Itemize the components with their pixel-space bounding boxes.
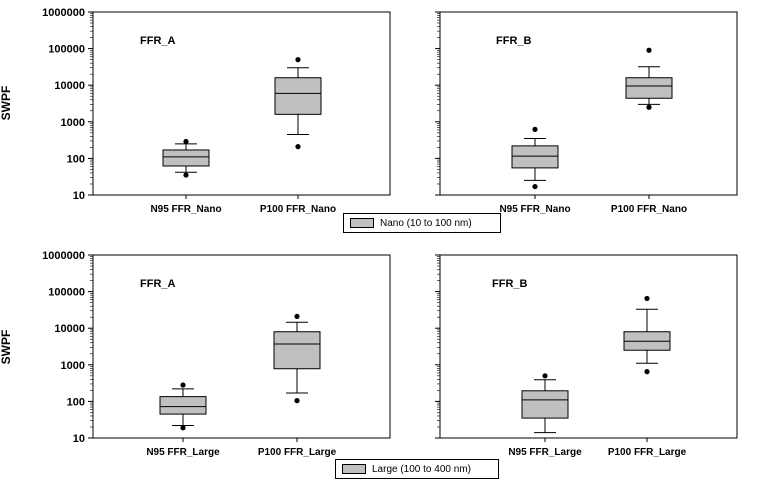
outlier-point	[644, 369, 650, 375]
outlier-point	[294, 398, 300, 404]
iqr-box	[625, 77, 673, 99]
panel-1: 10 100 1000 10000 100000 1000000 FFR_A SWPF N95 …	[0, 7, 391, 215]
outlier-point	[644, 295, 650, 302]
y-tick-label: 100000	[48, 287, 85, 299]
y-tick-label: 10	[73, 433, 85, 445]
panel-title: FFR_A	[140, 278, 176, 290]
legend-swatch-nano	[350, 218, 374, 228]
x-tick-label: P100 FFR_Nano	[260, 204, 336, 215]
box-2	[274, 57, 322, 150]
outlier-point	[532, 183, 538, 190]
legend-swatch-large	[342, 464, 366, 474]
outlier-point	[295, 144, 301, 150]
y-tick-label: 10000	[54, 323, 85, 335]
y-axis-label: SWPF	[0, 86, 13, 121]
x-tick-label: N95 FFR_Large	[146, 447, 220, 458]
legend-nano: Nano (10 to 100 nm)	[343, 213, 501, 233]
x-tick-label: P100 FFR_Large	[258, 447, 337, 458]
y-tick-label: 10	[73, 190, 85, 202]
box-1	[511, 126, 559, 190]
legend-label-large: Large (100 to 400 nm)	[372, 463, 471, 475]
y-axis-label: SWPF	[0, 330, 13, 365]
outlier-point	[532, 126, 538, 132]
x-tick-label: N95 FFR_Nano	[499, 204, 570, 215]
legend-label-nano: Nano (10 to 100 nm)	[380, 217, 472, 229]
panel-title: FFR_A	[140, 35, 176, 47]
plot-frame	[92, 11, 391, 196]
panel-3: 10 100 1000 10000 100000 1000000 FFR_A SWPF N95 …	[0, 250, 391, 458]
x-tick-label: P100 FFR_Nano	[611, 204, 687, 215]
box-1	[159, 382, 207, 431]
legend-large: Large (100 to 400 nm)	[335, 459, 499, 479]
outlier-point	[542, 373, 548, 379]
box-2	[623, 295, 671, 375]
outlier-point	[183, 138, 189, 145]
plot-frame	[439, 11, 738, 196]
panel-title: FFR_B	[492, 278, 528, 290]
outlier-point	[180, 382, 186, 388]
panel-4: FFR_B N95 FFR_Large P100 FFR_Large	[435, 254, 738, 458]
iqr-box	[273, 331, 321, 370]
y-tick-label: 100	[67, 153, 85, 165]
iqr-box	[162, 149, 210, 167]
box-1	[521, 373, 569, 434]
y-tick-label: 100000	[48, 44, 85, 56]
box-2	[273, 313, 321, 404]
outlier-point	[180, 425, 186, 431]
panel-title: FFR_B	[496, 35, 532, 47]
iqr-box	[511, 145, 559, 169]
y-tick-label: 1000	[61, 117, 85, 129]
box-2	[625, 47, 673, 110]
y-tick-label: 1000000	[42, 250, 85, 262]
x-tick-label: N95 FFR_Large	[508, 447, 582, 458]
y-tick-label: 1000	[61, 360, 85, 372]
panel-2: FFR_B N95 FFR_Nano P100 FFR_Nano	[435, 11, 738, 215]
plot-frame	[439, 254, 738, 439]
iqr-box	[274, 77, 322, 115]
outlier-point	[295, 57, 301, 63]
y-tick-label: 10000	[54, 80, 85, 92]
outlier-point	[646, 104, 652, 110]
y-tick-label: 1000000	[42, 7, 85, 19]
outlier-point	[646, 47, 652, 53]
outlier-point	[294, 313, 300, 320]
outlier-point	[183, 172, 189, 178]
x-tick-label: P100 FFR_Large	[608, 447, 687, 458]
y-tick-label: 100	[67, 396, 85, 408]
iqr-box	[521, 390, 569, 419]
iqr-box	[159, 396, 207, 415]
plot-frame	[92, 254, 391, 439]
box-1	[162, 138, 210, 178]
x-tick-label: N95 FFR_Nano	[150, 204, 221, 215]
